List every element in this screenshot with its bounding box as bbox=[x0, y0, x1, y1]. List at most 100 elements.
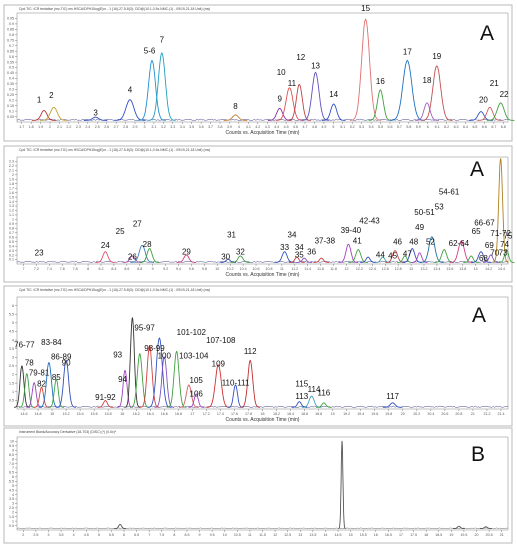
peak-trace bbox=[315, 402, 332, 408]
x-axis-label: Counts vs. Acquisition Time (min) bbox=[226, 130, 300, 136]
x-tick-label: 8.8 bbox=[137, 267, 142, 271]
y-tick-label: 2 bbox=[12, 173, 14, 177]
x-tick-label: 10 bbox=[215, 267, 219, 271]
y-tick-label: 0.7 bbox=[9, 231, 14, 235]
x-tick-label: 14.2 bbox=[485, 267, 492, 271]
x-tick-label: 13 bbox=[298, 533, 302, 537]
y-tick-label: 6 bbox=[12, 304, 14, 308]
x-tick-label: 7.6 bbox=[60, 267, 65, 271]
y-tick-label: 0.3 bbox=[9, 249, 14, 253]
x-tick-label: 15.4 bbox=[77, 412, 84, 416]
x-tick-label: 13.5 bbox=[309, 533, 316, 537]
peak-label: 109 bbox=[212, 359, 226, 368]
x-tick-label: 6.4 bbox=[463, 125, 468, 129]
x-tick-label: 4 bbox=[238, 125, 240, 129]
peak-trace bbox=[56, 359, 76, 408]
peak-trace bbox=[223, 114, 248, 121]
chart-panel-2: Cpd TIC: ICR tentative (mz-TIC) ms HSCA/… bbox=[3, 145, 515, 283]
y-tick-label: 10 bbox=[10, 440, 14, 444]
peak-trace bbox=[411, 252, 428, 263]
y-tick-label: 3 bbox=[12, 356, 14, 360]
x-tick-label: 17.4 bbox=[217, 412, 224, 416]
peak-label: 34 bbox=[295, 243, 304, 252]
x-tick-label: 19.6 bbox=[371, 412, 378, 416]
peak-label: 1 bbox=[37, 95, 42, 104]
y-tick-label: 2 bbox=[12, 373, 14, 377]
x-tick-label: 3.1 bbox=[151, 125, 156, 129]
peak-label: 14 bbox=[329, 90, 338, 99]
x-tick-label: 19.5 bbox=[460, 533, 467, 537]
x-tick-label: 17 bbox=[190, 412, 194, 416]
x-tick-label: 14 bbox=[474, 267, 478, 271]
x-tick-label: 4.7 bbox=[302, 125, 307, 129]
x-tick-label: 11.5 bbox=[259, 533, 266, 537]
peak-trace bbox=[482, 254, 499, 263]
peak-label: 13 bbox=[311, 62, 320, 71]
peak-trace bbox=[33, 386, 50, 408]
peak-trace bbox=[139, 345, 160, 408]
peak-trace bbox=[385, 250, 405, 263]
x-tick-label: 18.2 bbox=[273, 412, 280, 416]
y-tick-label: 2.5 bbox=[9, 364, 14, 368]
x-tick-label: 5.2 bbox=[350, 125, 355, 129]
x-tick-label: 12 bbox=[344, 267, 348, 271]
peak-label: 85 bbox=[52, 373, 61, 382]
peak-trace bbox=[147, 337, 172, 408]
x-tick-label: 2.6 bbox=[104, 125, 109, 129]
x-tick-label: 18.8 bbox=[315, 412, 322, 416]
x-tick-label: 16.4 bbox=[147, 412, 154, 416]
peak-label: 90 bbox=[62, 358, 71, 367]
peak-label: 70 bbox=[490, 248, 499, 257]
peak-label: 27 bbox=[133, 220, 142, 229]
x-tick-label: 3.4 bbox=[180, 125, 185, 129]
x-tick-label: 2.8 bbox=[123, 125, 128, 129]
x-tick-label: 6.8 bbox=[501, 125, 506, 129]
x-tick-label: 4.5 bbox=[284, 125, 289, 129]
x-tick-label: 3.5 bbox=[59, 533, 64, 537]
x-tick-label: 13.4 bbox=[433, 267, 440, 271]
peak-label: 16 bbox=[376, 77, 385, 86]
x-tick-label: 5.7 bbox=[397, 125, 402, 129]
panel-header: Cpd TIC: ICR tentative (mz-TIC) ms HSCA/… bbox=[19, 148, 210, 152]
peak-label: 50-51 bbox=[414, 208, 435, 217]
x-tick-label: 5.4 bbox=[369, 125, 374, 129]
x-tick-label: 14.4 bbox=[498, 267, 505, 271]
y-tick-label: 0.85 bbox=[7, 28, 14, 32]
y-tick-label: 6.5 bbox=[9, 471, 14, 475]
peak-label: 48 bbox=[409, 238, 418, 247]
peak-label: 46 bbox=[393, 238, 402, 247]
peak-trace bbox=[154, 356, 175, 408]
y-tick-label: 6 bbox=[12, 475, 14, 479]
x-tick-label: 18 bbox=[261, 412, 265, 416]
y-tick-label: 0.15 bbox=[7, 104, 14, 108]
peak-trace bbox=[338, 440, 346, 530]
peak-label: 4 bbox=[128, 86, 133, 95]
peak-trace bbox=[321, 103, 346, 121]
x-tick-label: 15.5 bbox=[360, 533, 367, 537]
y-tick-label: 0.75 bbox=[7, 38, 14, 42]
peak-label: 19 bbox=[432, 52, 441, 61]
y-tick-label: 2.5 bbox=[9, 506, 14, 510]
peak-trace bbox=[382, 402, 403, 408]
x-tick-label: 6.5 bbox=[134, 533, 139, 537]
x-tick-label: 12.5 bbox=[284, 533, 291, 537]
y-tick-label: 1 bbox=[12, 390, 14, 394]
x-tick-label: 3.9 bbox=[227, 125, 232, 129]
peak-label: 103-104 bbox=[179, 352, 209, 361]
x-tick-label: 2.1 bbox=[57, 125, 62, 129]
x-tick-label: 10.5 bbox=[234, 533, 241, 537]
x-tick-label: 3.3 bbox=[170, 125, 175, 129]
peak-label: 34 bbox=[288, 230, 297, 239]
x-tick-label: 4.6 bbox=[293, 125, 298, 129]
x-tick-label: 5.3 bbox=[359, 125, 364, 129]
x-tick-label: 10.4 bbox=[240, 267, 247, 271]
y-tick-label: 3.5 bbox=[9, 347, 14, 351]
peak-label: 37-38 bbox=[315, 237, 336, 246]
x-tick-label: 8 bbox=[87, 267, 89, 271]
y-tick-label: 3.5 bbox=[9, 497, 14, 501]
x-tick-label: 17.8 bbox=[245, 412, 252, 416]
y-tick-label: 8.5 bbox=[9, 453, 14, 457]
peak-label: 35 bbox=[295, 251, 304, 260]
x-tick-label: 6.7 bbox=[491, 125, 496, 129]
